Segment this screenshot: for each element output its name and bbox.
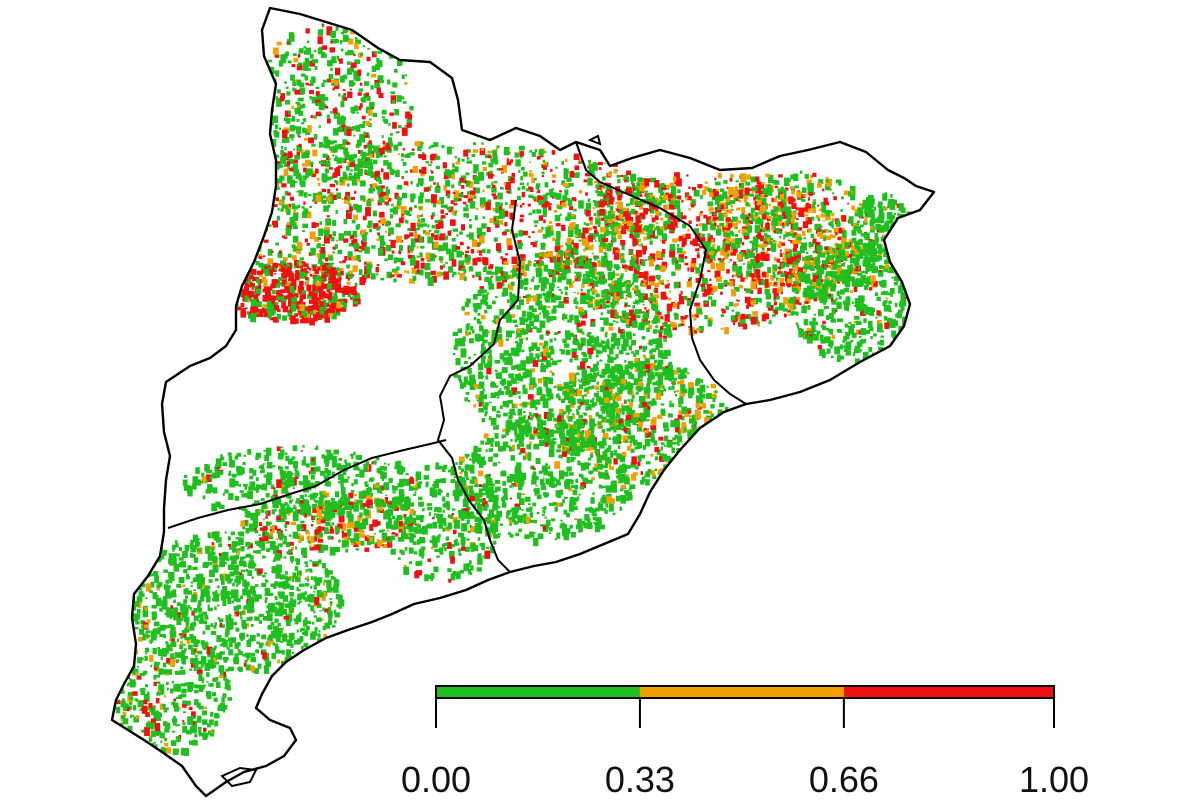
- legend-frame: [435, 685, 1055, 699]
- legend-segment: [436, 686, 640, 698]
- color-scale-legend: 0.00 0.33 0.66 1.00: [401, 685, 1089, 800]
- border-barcelona-girona: [575, 141, 747, 405]
- legend-tick-label: 0.66: [809, 759, 879, 800]
- legend-tick-label: 0.33: [605, 759, 675, 800]
- catalonia-outline: [110, 6, 936, 798]
- legend-segment: [843, 686, 1054, 698]
- legend-tick-label: 1.00: [1019, 759, 1089, 800]
- border-lleida-tarragona: [167, 439, 447, 529]
- ebro-delta-outline: [220, 766, 258, 788]
- province-borders: [167, 141, 747, 573]
- legend-segment: [639, 686, 844, 698]
- coastal-island: [587, 134, 602, 146]
- border-lleida-barcelona: [436, 199, 522, 573]
- legend-tick-label: 0.00: [401, 759, 471, 800]
